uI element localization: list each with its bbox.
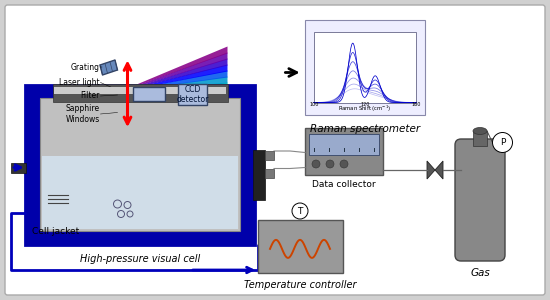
Polygon shape <box>118 64 228 92</box>
Bar <box>265 151 274 160</box>
Bar <box>133 87 165 101</box>
Text: 120: 120 <box>360 102 370 107</box>
Polygon shape <box>118 92 228 131</box>
Circle shape <box>492 133 513 152</box>
Text: Data collector: Data collector <box>312 180 376 189</box>
FancyBboxPatch shape <box>5 5 545 295</box>
Bar <box>25 85 255 245</box>
Bar <box>257 220 343 272</box>
Polygon shape <box>118 88 228 95</box>
Bar <box>11 163 26 172</box>
Polygon shape <box>118 58 228 92</box>
Bar <box>52 84 228 101</box>
Polygon shape <box>118 92 228 113</box>
FancyBboxPatch shape <box>455 139 505 261</box>
Bar <box>42 156 238 229</box>
Circle shape <box>312 160 320 168</box>
Polygon shape <box>118 52 228 92</box>
Text: P: P <box>500 138 505 147</box>
Text: 160: 160 <box>411 102 421 107</box>
Polygon shape <box>118 92 228 107</box>
Bar <box>178 84 207 105</box>
Bar <box>305 20 425 115</box>
Polygon shape <box>118 92 228 125</box>
Bar <box>473 131 487 146</box>
Text: T: T <box>298 206 302 215</box>
Polygon shape <box>435 161 443 179</box>
Bar <box>252 150 265 200</box>
Text: Temperature controller: Temperature controller <box>244 280 356 290</box>
Bar <box>305 128 382 175</box>
Bar <box>54 88 226 94</box>
Text: Gas: Gas <box>470 268 490 278</box>
Text: Laser light: Laser light <box>59 78 100 87</box>
Circle shape <box>292 203 308 219</box>
Text: 100: 100 <box>309 102 318 107</box>
Polygon shape <box>118 92 228 137</box>
Polygon shape <box>100 60 118 75</box>
Text: Raman spectrometer: Raman spectrometer <box>310 124 420 134</box>
Polygon shape <box>118 92 228 119</box>
Text: Cell jacket: Cell jacket <box>32 227 80 236</box>
Circle shape <box>340 160 348 168</box>
Polygon shape <box>118 70 228 92</box>
Text: Sapphire
Windows: Sapphire Windows <box>66 104 100 124</box>
Bar <box>40 98 240 231</box>
Circle shape <box>326 160 334 168</box>
Bar <box>265 169 274 178</box>
Polygon shape <box>427 161 435 179</box>
Ellipse shape <box>473 128 487 134</box>
Polygon shape <box>118 46 228 92</box>
Polygon shape <box>118 82 228 92</box>
Text: CCD
detector: CCD detector <box>177 85 208 104</box>
Text: High-pressure visual cell: High-pressure visual cell <box>80 254 200 264</box>
Bar <box>309 134 378 155</box>
Text: Filter: Filter <box>81 92 100 100</box>
Text: Raman Shift (cm$^{-1}$): Raman Shift (cm$^{-1}$) <box>338 104 392 114</box>
Bar <box>314 32 416 103</box>
Polygon shape <box>118 92 228 101</box>
Text: Grating: Grating <box>71 63 100 72</box>
Polygon shape <box>118 76 228 92</box>
